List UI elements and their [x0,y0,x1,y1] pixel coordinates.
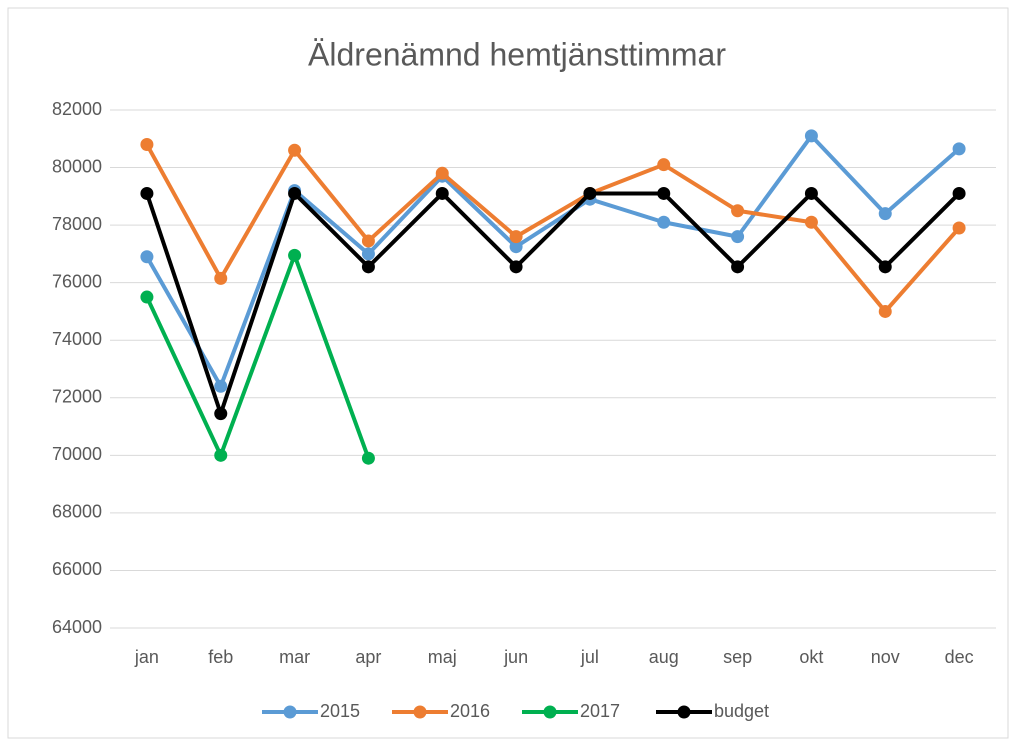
legend-label: 2016 [450,701,490,721]
x-tick-label: feb [208,647,233,667]
point [878,304,892,318]
point [214,407,228,421]
point [804,129,818,143]
point [509,230,523,244]
point [509,260,523,274]
point [878,260,892,274]
chart-frame [7,7,1009,739]
x-tick-label: mar [279,647,310,667]
y-tick-label: 72000 [52,387,102,407]
point [214,271,228,285]
x-tick-label: jul [580,647,599,667]
y-tick-label: 76000 [52,271,102,291]
x-tick-label: sep [723,647,752,667]
legend-label: budget [714,701,769,721]
point [361,451,375,465]
point [140,250,154,264]
legend-label: 2015 [320,701,360,721]
point [952,186,966,200]
point [804,215,818,229]
point [361,234,375,248]
point [288,186,302,200]
point [140,138,154,152]
series-line [145,191,961,416]
point [657,186,671,200]
legend-marker [283,705,297,719]
point [731,260,745,274]
point [878,207,892,221]
point [214,379,228,393]
y-tick-label: 74000 [52,329,102,349]
series-line [145,253,371,459]
y-tick-label: 78000 [52,214,102,234]
point [731,204,745,218]
point [288,248,302,262]
chart-title: Äldrenämnd hemtjänsttimmar [308,36,726,72]
point [140,290,154,304]
point [952,221,966,235]
x-tick-label: maj [428,647,457,667]
legend-marker [413,705,427,719]
y-tick-label: 68000 [52,502,102,522]
x-tick-label: aug [649,647,679,667]
point [214,448,228,462]
y-tick-label: 70000 [52,444,102,464]
point [804,186,818,200]
x-tick-label: okt [799,647,823,667]
x-tick-label: nov [871,647,900,667]
point [140,186,154,200]
point [361,260,375,274]
y-tick-label: 82000 [52,99,102,119]
point [435,166,449,180]
x-tick-label: jun [503,647,528,667]
x-tick-label: dec [945,647,974,667]
legend-marker [677,705,691,719]
x-tick-label: jan [134,647,159,667]
y-tick-label: 64000 [52,617,102,637]
point [657,215,671,229]
x-tick-label: apr [355,647,381,667]
series-line [145,143,961,314]
point [952,142,966,156]
point [731,230,745,244]
point [288,143,302,157]
point [583,186,597,200]
legend-label: 2017 [580,701,620,721]
y-tick-label: 66000 [52,559,102,579]
point [509,240,523,254]
series-line [145,133,961,389]
point [361,247,375,261]
y-tick-label: 80000 [52,156,102,176]
legend-marker [543,705,557,719]
point [435,186,449,200]
point [657,158,671,172]
